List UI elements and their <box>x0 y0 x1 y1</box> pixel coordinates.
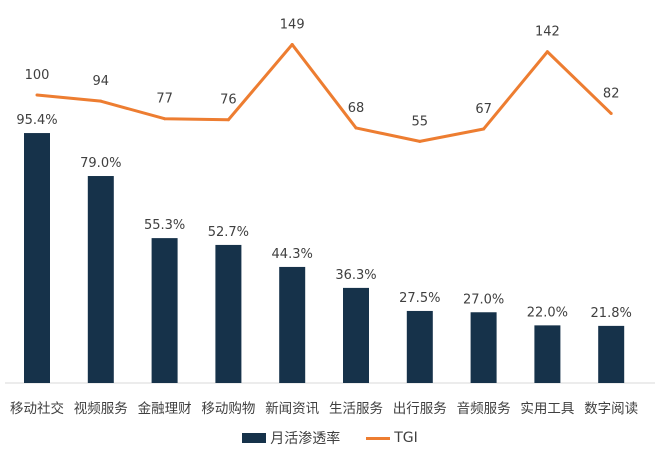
bar-label: 21.8% <box>591 306 632 321</box>
x-tick-label: 生活服务 <box>329 401 383 417</box>
tgi-point <box>354 126 358 130</box>
tgi-point <box>418 139 422 143</box>
bar-label: 44.3% <box>272 247 313 262</box>
bar-label: 27.5% <box>399 291 440 306</box>
bar <box>215 244 242 383</box>
legend-swatch-bar <box>242 433 267 443</box>
x-tick-label: 实用工具 <box>520 401 574 417</box>
bar <box>87 176 114 383</box>
bar-label: 79.0% <box>80 156 121 171</box>
bar-label: 27.0% <box>463 292 504 307</box>
x-tick-label: 视频服务 <box>74 401 128 417</box>
tgi-label: 82 <box>603 87 620 102</box>
tgi-label: 77 <box>156 92 173 107</box>
tgi-point <box>290 43 294 47</box>
bar <box>151 238 178 383</box>
tgi-label: 149 <box>280 18 305 33</box>
tgi-label: 55 <box>412 114 429 129</box>
tgi-point <box>609 112 613 116</box>
tgi-point <box>99 99 103 103</box>
tgi-label: 67 <box>475 102 492 117</box>
tgi-point <box>482 127 486 131</box>
bar-label: 36.3% <box>335 268 376 283</box>
bar <box>470 312 497 383</box>
tgi-line <box>36 43 613 143</box>
tgi-label: 100 <box>25 68 50 83</box>
chart-plot: 95.4% 移动社交 79.0% 视频服务 55.3% 金融理财 52.7% 移动购物 44.3… <box>5 18 655 417</box>
bar <box>406 310 433 383</box>
bar-label: 52.7% <box>208 225 249 240</box>
legend-item-bar: 月活渗透率 <box>242 428 340 448</box>
bar <box>279 266 306 383</box>
legend: 月活渗透率 TGI <box>0 428 660 448</box>
tgi-label: 76 <box>220 93 237 108</box>
tgi-point <box>35 93 39 97</box>
x-tick-label: 出行服务 <box>393 401 447 417</box>
bar <box>598 325 625 383</box>
bar-label: 22.0% <box>527 305 568 320</box>
tgi-label: 68 <box>348 101 365 116</box>
x-tick-label: 新闻资讯 <box>265 401 319 417</box>
tgi-point <box>545 50 549 54</box>
x-tick-label: 数字阅读 <box>584 401 638 417</box>
bar <box>24 133 50 383</box>
legend-label: 月活渗透率 <box>270 431 341 447</box>
x-tick-label: 移动购物 <box>201 401 255 417</box>
tgi-label: 94 <box>93 74 110 89</box>
bar-label: 55.3% <box>144 218 185 233</box>
tgi-label: 142 <box>535 25 560 40</box>
bar <box>343 287 369 383</box>
x-tick-label: 金融理财 <box>138 401 192 417</box>
legend-item-line: TGI <box>366 428 418 448</box>
x-tick-label: 移动社交 <box>10 400 64 417</box>
bar-label: 95.4% <box>16 113 57 128</box>
x-tick-label: 音频服务 <box>457 400 511 417</box>
bar <box>534 325 561 383</box>
tgi-point <box>163 117 167 121</box>
tgi-point <box>226 118 230 122</box>
legend-label: TGI <box>394 430 418 446</box>
legend-swatch-line <box>366 436 391 440</box>
